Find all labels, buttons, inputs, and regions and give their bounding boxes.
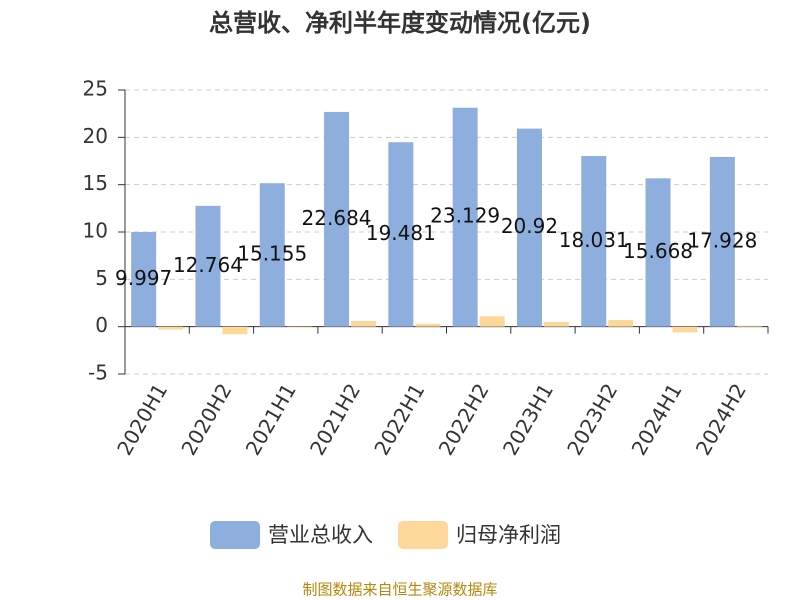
bar [736, 325, 762, 327]
x-tick-label: 2021H1 [241, 379, 301, 459]
bar [415, 323, 441, 327]
bar [543, 321, 569, 327]
data-label: 12.764 [173, 253, 243, 277]
legend-swatch [398, 521, 448, 549]
data-label: 15.155 [237, 241, 307, 265]
x-tick-label: 2020H1 [112, 379, 172, 459]
data-label: 9.997 [115, 266, 172, 290]
source: 制图数据来自恒生聚源数据库 [302, 581, 497, 599]
bar [222, 326, 248, 335]
data-label: 15.668 [623, 239, 693, 263]
x-tick-label: 2023H2 [562, 379, 622, 459]
bar [131, 232, 157, 327]
x-tick-label: 2022H1 [369, 379, 429, 459]
data-label: 17.928 [687, 228, 757, 252]
y-tick-label: 0 [95, 313, 108, 337]
bar [351, 320, 377, 327]
data-label: 19.481 [366, 221, 436, 245]
chart-title: 总营收、净利半年度变动情况(亿元) [209, 9, 591, 37]
bar [259, 183, 285, 327]
x-tick-label: 2024H2 [691, 379, 751, 459]
legend-label: 归母净利润 [456, 523, 561, 547]
x-tick-label: 2024H1 [627, 379, 687, 459]
data-label: 23.129 [430, 204, 500, 228]
x-tick-label: 2022H2 [434, 379, 494, 459]
legend-label: 营业总收入 [268, 523, 373, 547]
bar [388, 142, 414, 327]
bar [479, 316, 505, 327]
bar [608, 320, 634, 327]
y-tick-label: 15 [83, 171, 108, 195]
bar [452, 107, 478, 327]
bar [672, 326, 698, 333]
y-tick-label: 20 [83, 124, 108, 148]
y-tick-label: 25 [83, 77, 108, 101]
bar [195, 205, 221, 327]
data-label: 22.684 [302, 206, 372, 230]
legend-swatch [210, 521, 260, 549]
data-label: 20.92 [501, 214, 558, 238]
x-tick-label: 2021H2 [305, 379, 365, 459]
bar [581, 155, 607, 327]
bar [158, 326, 184, 330]
bar [709, 156, 735, 327]
bar [324, 111, 350, 327]
x-tick-label: 2020H2 [176, 379, 236, 459]
y-tick-label: 5 [95, 266, 108, 290]
y-tick-label: -5 [88, 361, 108, 385]
bar [516, 128, 542, 327]
bar [645, 178, 671, 327]
x-tick-label: 2023H1 [498, 379, 558, 459]
y-tick-label: 10 [83, 219, 108, 243]
data-label: 18.031 [559, 228, 629, 252]
bar [286, 326, 312, 328]
